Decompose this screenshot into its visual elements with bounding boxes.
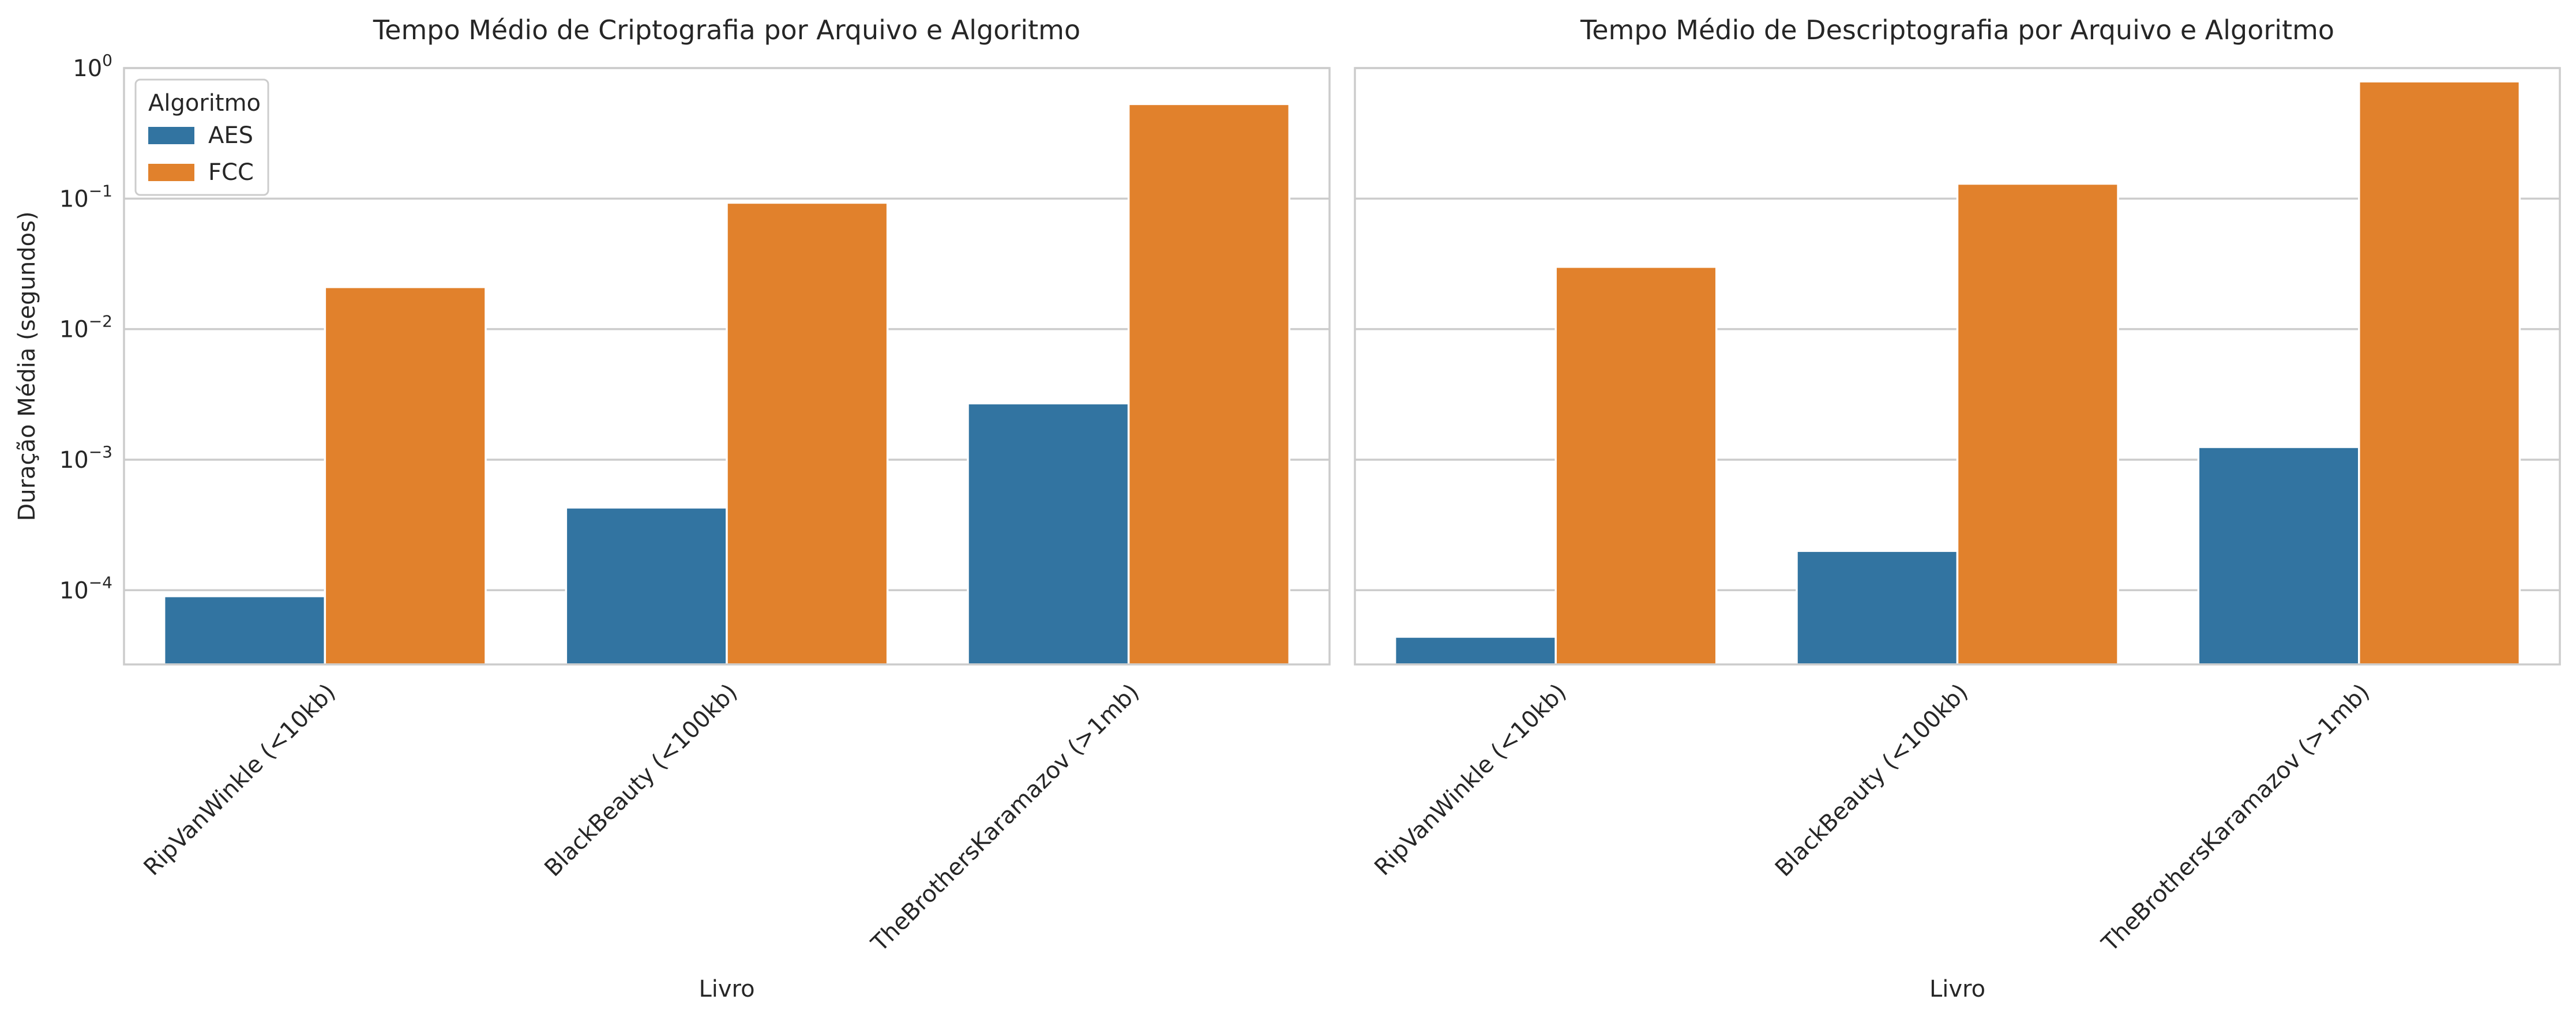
x-tick-label: BlackBeauty (<100kb): [1770, 679, 1973, 882]
legend-title: Algoritmo: [148, 90, 261, 117]
x-tick-label: TheBrothersKaramazov (>1mb): [2097, 679, 2375, 957]
y-tick-mantissa: 10: [59, 577, 89, 604]
y-tick-label: 10−3: [59, 442, 112, 474]
bar-aes-1: [565, 506, 728, 666]
y-tick-label: 10−2: [59, 312, 112, 343]
y-tick-mantissa: 10: [59, 317, 89, 343]
y-tick-label: 100: [73, 51, 112, 82]
y-tick-label: 10−4: [59, 573, 112, 604]
y-tick-exponent: −3: [89, 442, 112, 461]
bar-fcc-1: [1956, 182, 2119, 666]
legend: Algoritmo AES FCC: [134, 78, 269, 196]
y-tick-exponent: −2: [89, 312, 112, 331]
bar-aes-1: [1796, 550, 1959, 666]
bar-fcc-0: [324, 286, 487, 666]
legend-swatch-fcc: [148, 164, 194, 181]
bar-fcc-0: [1554, 265, 1718, 666]
y-axis-label: Duração Média (segundos): [14, 211, 40, 521]
y-tick-mantissa: 10: [59, 447, 89, 474]
legend-label-aes: AES: [208, 122, 253, 149]
x-tick-label: RipVanWinkle (<10kb): [1369, 679, 1571, 881]
y-tick-exponent: −1: [89, 181, 112, 200]
bar-fcc-1: [726, 201, 889, 666]
y-tick-exponent: −4: [89, 573, 112, 592]
bar-fcc-2: [2358, 80, 2521, 666]
plot-frame: [1354, 67, 2561, 666]
x-tick-label: BlackBeauty (<100kb): [539, 679, 742, 882]
x-tick-label: RipVanWinkle (<10kb): [139, 679, 341, 881]
x-axis-label: Livro: [1929, 976, 1985, 1002]
x-axis-label: Livro: [699, 976, 754, 1002]
chart-panel-decryption: RipVanWinkle (<10kb) BlackBeauty (<100kb)…: [1354, 14, 2561, 1002]
bar-fcc-2: [1127, 103, 1291, 666]
y-tick-label: 10−1: [59, 181, 112, 212]
bar-aes-0: [1394, 636, 1557, 666]
y-tick-exponent: 0: [102, 51, 112, 70]
y-tick-mantissa: 10: [73, 55, 102, 82]
bar-aes-0: [163, 595, 326, 666]
chart-title: Tempo Médio de Descriptografia por Arqui…: [1580, 14, 2334, 46]
legend-label-fcc: FCC: [208, 159, 254, 186]
x-tick-label: TheBrothersKaramazov (>1mb): [866, 679, 1144, 957]
bar-aes-2: [967, 402, 1130, 666]
bar-aes-2: [2197, 446, 2360, 666]
legend-swatch-aes: [148, 127, 194, 144]
y-tick-mantissa: 10: [59, 186, 89, 212]
chart-title: Tempo Médio de Criptografia por Arquivo …: [373, 14, 1080, 46]
plot-frame: [123, 67, 1331, 666]
